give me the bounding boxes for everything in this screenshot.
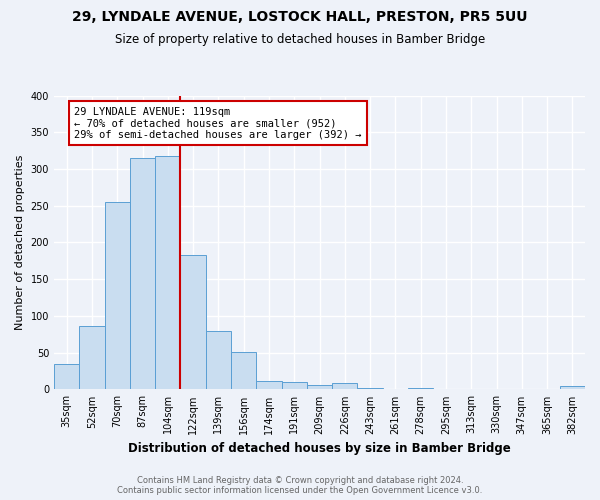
Bar: [155, 156, 181, 390]
Bar: [408, 388, 433, 390]
Text: 29, LYNDALE AVENUE, LOSTOCK HALL, PRESTON, PR5 5UU: 29, LYNDALE AVENUE, LOSTOCK HALL, PRESTO…: [72, 10, 528, 24]
Bar: [206, 332, 231, 390]
Bar: [560, 386, 585, 390]
Bar: [104, 202, 130, 390]
Text: 29 LYNDALE AVENUE: 119sqm
← 70% of detached houses are smaller (952)
29% of semi: 29 LYNDALE AVENUE: 119sqm ← 70% of detac…: [74, 106, 362, 140]
Bar: [54, 364, 79, 390]
Text: Size of property relative to detached houses in Bamber Bridge: Size of property relative to detached ho…: [115, 32, 485, 46]
Bar: [79, 326, 104, 390]
Bar: [256, 380, 281, 390]
Y-axis label: Number of detached properties: Number of detached properties: [15, 155, 25, 330]
Bar: [130, 158, 155, 390]
Bar: [181, 255, 206, 390]
Bar: [281, 382, 307, 390]
Bar: [307, 385, 332, 390]
Bar: [358, 388, 383, 390]
Text: Contains HM Land Registry data © Crown copyright and database right 2024.
Contai: Contains HM Land Registry data © Crown c…: [118, 476, 482, 495]
Bar: [231, 352, 256, 390]
X-axis label: Distribution of detached houses by size in Bamber Bridge: Distribution of detached houses by size …: [128, 442, 511, 455]
Bar: [332, 383, 358, 390]
